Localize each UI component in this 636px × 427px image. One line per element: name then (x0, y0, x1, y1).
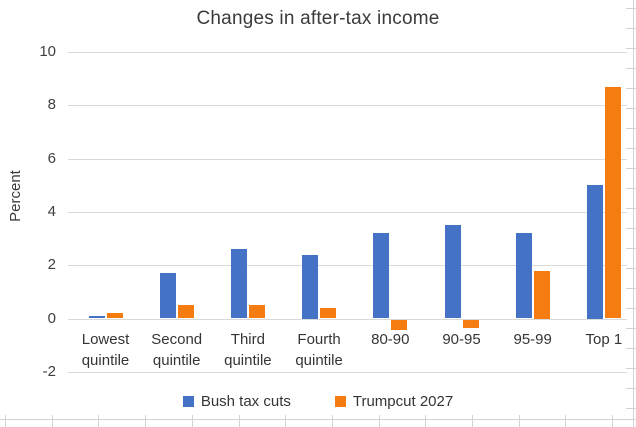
bottom-edge-ruler-line (0, 419, 636, 420)
bar-bush-tax-cuts (373, 233, 390, 319)
ruler-tick (98, 415, 100, 427)
ruler-tick (626, 268, 636, 269)
x-category-label: Lowest quintile (68, 329, 144, 371)
ruler-tick (626, 348, 636, 349)
bar-bush-tax-cuts (88, 315, 105, 319)
ruler-tick (626, 188, 636, 189)
ruler-tick (331, 415, 333, 427)
right-edge-ruler-line (633, 0, 634, 427)
ruler-tick (626, 8, 636, 9)
gridline (68, 318, 627, 320)
bar-bush-tax-cuts (444, 225, 461, 319)
ruler-tick (626, 168, 636, 169)
gridline (68, 371, 627, 373)
ruler-tick (145, 415, 147, 427)
bar-trumpcut-2027 (391, 319, 408, 331)
ruler-tick (626, 88, 636, 89)
legend-swatch-trumpcut-2027 (334, 396, 346, 407)
ruler-tick (626, 368, 636, 369)
gridline (68, 265, 627, 267)
x-category-label-line: Lowest (81, 331, 130, 348)
x-category-label-line: Fourth (297, 331, 341, 348)
bar-bush-tax-cuts (230, 249, 247, 319)
legend-swatch-bush-tax-cuts (182, 396, 194, 407)
y-tick-label: 4 (47, 202, 56, 220)
x-category-label-line: Second (151, 331, 203, 348)
x-category-label: Third quintile (210, 329, 286, 371)
ruler-tick (626, 308, 636, 309)
gridline (68, 52, 627, 53)
y-tick-label: 0 (47, 309, 56, 327)
ruler-tick (612, 415, 614, 427)
ruler-tick (626, 288, 636, 289)
x-category-label-line: 95-99 (513, 331, 552, 348)
ruler-tick (626, 388, 636, 389)
x-category-label-line: Top 1 (585, 331, 623, 348)
bar-bush-tax-cuts (515, 233, 532, 319)
bar-trumpcut-2027 (248, 305, 265, 319)
x-category-label-line: 90-95 (442, 331, 481, 348)
ruler-tick (5, 415, 6, 427)
ruler-tick (626, 108, 636, 109)
legend-label-bush-tax-cuts: Bush tax cuts (200, 393, 291, 410)
bar-trumpcut-2027 (106, 313, 123, 319)
x-category-label-line: quintile (81, 352, 130, 369)
bar-trumpcut-2027 (533, 270, 550, 319)
bar-bush-tax-cuts (159, 273, 176, 319)
bar-trumpcut-2027 (604, 86, 621, 319)
ruler-tick (238, 415, 240, 427)
x-category-label-line: 80-90 (371, 331, 410, 348)
ruler-tick (378, 415, 380, 427)
ruler-tick (425, 415, 427, 427)
y-axis-title: Percent (7, 170, 24, 222)
gridline (68, 158, 627, 160)
x-category-label: 95-99 (495, 329, 571, 350)
gridline (68, 211, 627, 213)
x-category-label-line: Third (230, 331, 265, 348)
ruler-tick (626, 208, 636, 209)
y-tick-label: 8 (47, 96, 56, 114)
ruler-tick (518, 415, 520, 427)
bar-trumpcut-2027 (462, 319, 479, 328)
ruler-tick (285, 415, 287, 427)
gridline (68, 105, 627, 107)
legend-item-bush-tax-cuts: Bush tax cuts (182, 393, 291, 410)
legend-label-trumpcut-2027: Trumpcut 2027 (352, 393, 454, 410)
bar-trumpcut-2027 (320, 307, 337, 319)
ruler-tick (472, 415, 473, 427)
legend: Bush tax cuts Trumpcut 2027 (0, 393, 636, 410)
x-category-label: Second quintile (139, 329, 215, 371)
ruler-tick (51, 415, 53, 427)
bar-bush-tax-cuts (302, 254, 319, 319)
legend-item-trumpcut-2027: Trumpcut 2027 (334, 393, 454, 410)
ruler-tick (191, 415, 193, 427)
x-category-label: 90-95 (424, 329, 500, 350)
ruler-tick (626, 328, 636, 329)
x-category-label-line: quintile (152, 352, 201, 369)
ruler-tick (626, 128, 636, 129)
y-tick-label: 10 (39, 43, 56, 60)
ruler-tick (626, 248, 636, 249)
ruler-tick (626, 148, 636, 149)
ruler-tick (626, 68, 636, 69)
ruler-tick (626, 228, 636, 229)
ruler-tick (626, 408, 636, 409)
x-category-label: Top 1 (566, 329, 636, 350)
bar-bush-tax-cuts (586, 185, 603, 319)
x-category-label: 80-90 (352, 329, 428, 350)
x-category-label: Fourth quintile (281, 329, 357, 371)
x-category-label-line: quintile (224, 352, 272, 369)
ruler-tick (626, 48, 636, 49)
chart-title: Changes in after-tax income (196, 8, 440, 29)
y-tick-label: -2 (42, 362, 56, 380)
ruler-tick (565, 415, 567, 427)
x-category-label-line: quintile (295, 352, 343, 369)
bar-trumpcut-2027 (177, 305, 194, 319)
y-tick-label: 2 (47, 256, 56, 274)
y-tick-label: 6 (47, 149, 56, 167)
ruler-tick (626, 28, 636, 29)
